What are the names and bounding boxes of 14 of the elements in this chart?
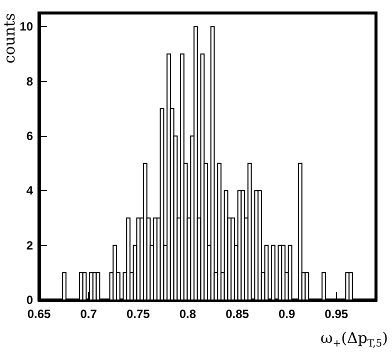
y-tick-label: 10 [20,20,34,34]
y-tick-label: 0 [26,293,34,307]
x-tick-label: 0.8 [179,307,196,321]
y-axis-title: counts [0,12,18,64]
x-tick-label: 0.7 [80,307,98,321]
y-tick-label: 2 [26,238,34,252]
x-tick-label: 0.85 [226,307,250,321]
x-tick-label: 0.95 [324,307,348,321]
x-tick-label: 0.9 [278,307,296,321]
x-tick-label: 0.65 [27,307,51,321]
x-tick-label: 0.75 [126,307,150,321]
y-tick-label: 4 [26,184,34,198]
y-tick-label: 6 [26,129,34,143]
y-tick-label: 8 [26,74,34,88]
